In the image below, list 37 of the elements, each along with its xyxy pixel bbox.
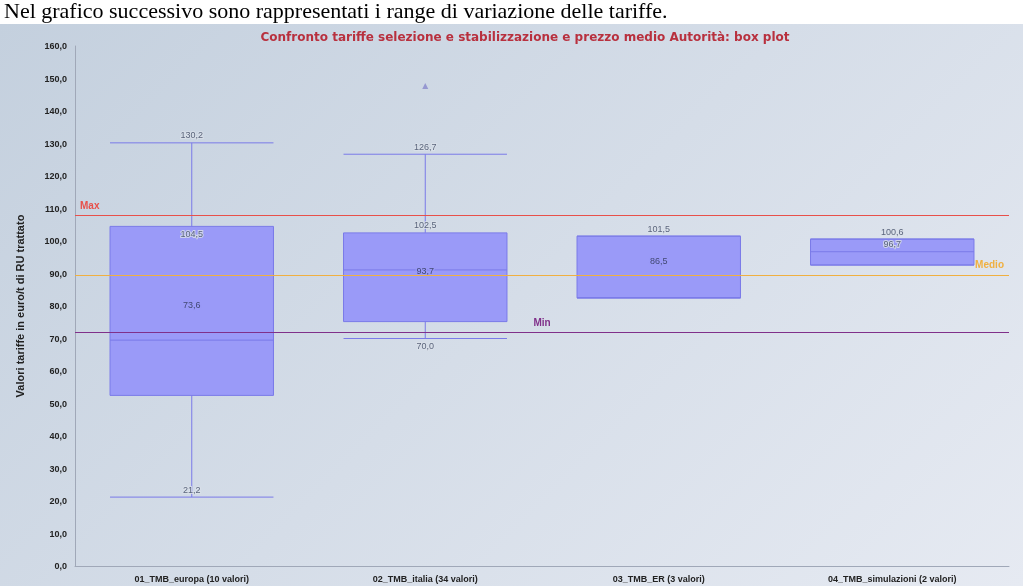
x-tick-label: 01_TMB_europa (10 valori) — [134, 573, 250, 584]
annotation: 100,6 — [880, 226, 904, 237]
y-tick-label: 90,0 — [49, 268, 67, 279]
annotation: 93,7 — [416, 266, 435, 277]
y-tick-label: 80,0 — [49, 301, 67, 311]
annotation: 96,7 — [883, 239, 902, 250]
y-tick-label: 60,0 — [49, 366, 67, 376]
y-tick-label: 130,0 — [44, 138, 67, 149]
annotation: 104,5 — [180, 228, 204, 239]
y-tick-label: 70,0 — [49, 333, 67, 344]
y-tick-label: 50,0 — [49, 398, 67, 409]
annotation: 73,6 — [182, 299, 201, 310]
y-axis-title: Valori tariffe in euro/t di RU trattato — [13, 214, 26, 398]
y-tick-label: 40,0 — [49, 431, 67, 441]
y-tick-label: 0,0 — [54, 561, 67, 571]
y-tick-label: 10,0 — [49, 528, 67, 539]
y-tick-label: 160,0 — [44, 41, 67, 51]
y-tick-label: 120,0 — [44, 171, 67, 181]
x-tick-label: 04_TMB_simulazioni (2 valori) — [827, 573, 957, 584]
y-tick-label: 30,0 — [49, 463, 67, 474]
annotation: 86,5 — [649, 256, 668, 266]
x-tick-label: 02_TMB_italia (34 valori) — [372, 573, 478, 584]
annotation: 101,5 — [647, 223, 671, 234]
chart-title: Confronto tariffe selezione e stabilizzazione e prezzo medio Autorità: box plot — [260, 30, 790, 44]
y-tick-label: 150,0 — [44, 73, 67, 84]
ref-line-label: Min — [533, 316, 551, 328]
x-tick-label: 03_TMB_ER (3 valori) — [612, 573, 705, 584]
chart-subtitle: Nel grafico successivo sono rappresentati i range di variazione delle tariffe. — [4, 0, 668, 24]
annotation: 126,7 — [413, 141, 437, 152]
annotation: 130,2 — [180, 130, 204, 141]
y-tick-label: 110,0 — [44, 203, 67, 214]
y-tick-label: 140,0 — [44, 106, 67, 116]
ref-line-label: Medio — [975, 259, 1004, 271]
y-tick-label: 20,0 — [49, 496, 67, 506]
ref-line-label: Max — [80, 199, 100, 211]
y-tick-label: 100,0 — [44, 236, 67, 246]
annotation: 70,0 — [416, 341, 435, 351]
